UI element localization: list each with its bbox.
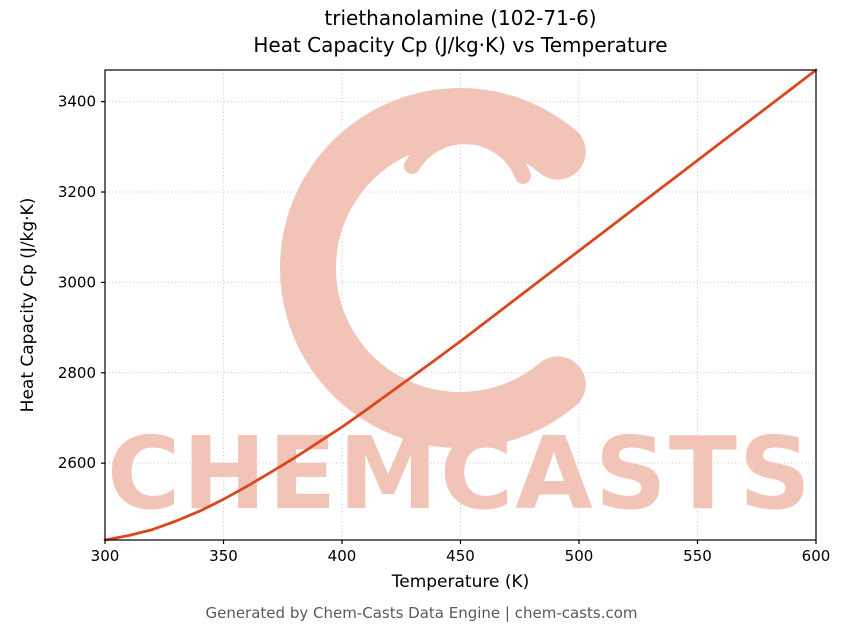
watermark-c-icon bbox=[279, 88, 586, 448]
x-tick-label: 550 bbox=[683, 547, 712, 565]
y-tick-label: 3200 bbox=[58, 183, 96, 201]
y-tick-label: 2600 bbox=[58, 454, 96, 472]
watermark-text: CHEMCASTS bbox=[107, 415, 813, 532]
y-axis-label: Heat Capacity Cp (J/kg·K) bbox=[18, 197, 38, 413]
chart-title-line1: triethanolamine (102-71-6) bbox=[324, 6, 597, 30]
x-tick-label: 350 bbox=[209, 547, 238, 565]
ticks bbox=[101, 101, 817, 544]
footer-credit: Generated by Chem-Casts Data Engine | ch… bbox=[205, 604, 638, 622]
y-tick-label: 3400 bbox=[58, 93, 96, 111]
watermark-swirl-icon bbox=[404, 128, 531, 184]
watermark: CHEMCASTS bbox=[107, 88, 813, 532]
x-tick-label: 400 bbox=[328, 547, 357, 565]
y-tick-label: 2800 bbox=[58, 364, 96, 382]
x-tick-label: 300 bbox=[91, 547, 120, 565]
x-tick-label: 600 bbox=[802, 547, 831, 565]
tick-labels: 300 350 400 450 500 550 600 2600 2800 3000 3200 340… bbox=[58, 93, 831, 565]
x-tick-label: 450 bbox=[446, 547, 475, 565]
x-tick-label: 500 bbox=[565, 547, 594, 565]
chart-title-line2: Heat Capacity Cp (J/kg·K) vs Temperature bbox=[253, 33, 668, 57]
y-tick-label: 3000 bbox=[58, 273, 96, 291]
series-line bbox=[103, 68, 818, 542]
x-axis-label: Temperature (K) bbox=[391, 572, 530, 592]
